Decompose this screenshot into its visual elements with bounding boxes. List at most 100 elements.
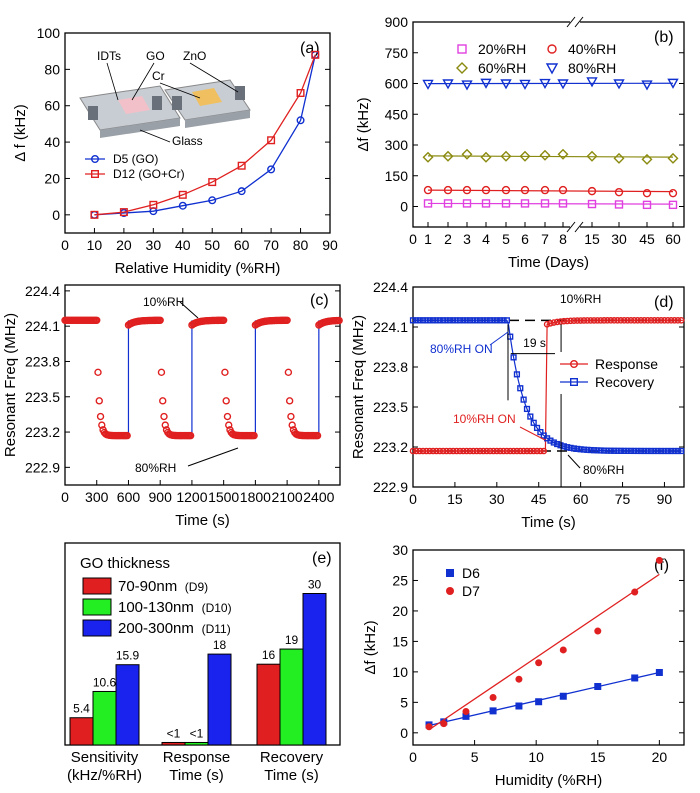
panel-d-recovery-point (490, 317, 497, 324)
panel-e-value-label: <1 (190, 726, 204, 740)
panel-d-response-point (590, 317, 598, 324)
panel-b-data-point-0 (540, 199, 550, 208)
panel-d-response-point (624, 317, 631, 324)
panel-f-legend-marker-0 (446, 569, 454, 577)
panel-c-y-tick-label: 223.5 (25, 389, 60, 405)
panel-d-annotation-10rh-on: 10%RH ON (453, 412, 516, 426)
panel-d-response-point (607, 317, 615, 324)
panel-a-go-film (118, 96, 150, 114)
panel-b-data-point-1 (481, 185, 491, 195)
panel-d-recovery-point (674, 447, 681, 455)
panel-d-recovery-point (554, 440, 561, 448)
panel-e-legend-swatch-2 (82, 619, 112, 637)
panel-b-data-point-1 (443, 185, 453, 195)
panel-a-idt-pad (88, 106, 98, 120)
panel-b-legend-marker-0 (457, 44, 467, 54)
panel-d-response-point (453, 447, 460, 455)
panel-c-data-point (96, 412, 105, 421)
panel-c-data-point (225, 421, 233, 429)
panel-d-response-point (594, 317, 601, 324)
panel-d-response-point (459, 447, 467, 455)
panel-c-data-point (123, 431, 131, 440)
panel-d-recovery-point (450, 317, 457, 324)
panel-b-data-point-2 (613, 152, 625, 164)
panel-d-legend-marker-0 (570, 360, 579, 369)
panel-d-recovery-point (426, 317, 433, 324)
panel-d-response-point (617, 317, 625, 324)
panel-d-x-tick-label: 75 (615, 491, 631, 507)
panel-b-axis-break-gap (570, 17, 580, 27)
panel-a-label-glass: Glass (172, 134, 203, 148)
panel-f-y-tick-label: 25 (392, 572, 408, 588)
panel-d-recovery-point (443, 317, 450, 324)
panel-d-recovery-point (597, 447, 604, 454)
panel-d-response-point (644, 317, 651, 324)
panel-d-response-point (600, 317, 608, 324)
panel-e-value-label: 30 (308, 578, 322, 592)
panel-d-response-point (513, 447, 521, 455)
panel-a-data-point-1 (237, 161, 246, 170)
panel-b-legend-marker-1 (547, 44, 557, 54)
panel-d-response-point (480, 447, 487, 455)
panel-f-data-point-0 (489, 707, 497, 715)
panel-d-response-point (470, 447, 477, 455)
panel-e-bar (207, 653, 232, 746)
panel-c-data-point (287, 412, 295, 421)
panel-d-response-point (483, 447, 491, 455)
panel-b-axis-break (566, 16, 576, 28)
panel-a-y-tick-label: 0 (52, 207, 60, 223)
panel-d-response-point (449, 447, 457, 455)
panel-d-x-tick-label: 15 (447, 491, 463, 507)
panel-d-x-tick-label: 0 (409, 491, 417, 507)
panel-b-x-tick-label: 2 (444, 231, 452, 247)
panel-e-legend-sub-0: (D9) (185, 580, 208, 594)
panel-e-legend-sub-1: (D10) (202, 601, 232, 615)
panel-f-data-point-1 (425, 723, 433, 731)
panel-a-x-tick-label: 30 (146, 237, 162, 253)
panel-e-bar (92, 690, 117, 746)
panel-d-response-point (503, 447, 511, 455)
panel-d-y-tick-label: 224.4 (373, 279, 408, 295)
panel-d-recovery-point (497, 317, 504, 324)
panel-e-legend-label-2: 200-300nm (118, 620, 194, 637)
panel-f-data-point-1 (559, 646, 567, 654)
panel-d-response-point (604, 317, 611, 324)
panel-d-recovery-point (587, 446, 594, 454)
panel-c-x-axis-label: Time (s) (175, 512, 229, 529)
panel-c-data-point (313, 431, 322, 440)
panel-d-recovery-point (527, 413, 534, 420)
panel-b-data-point-2 (586, 150, 598, 162)
panel-f-data-point-1 (462, 707, 470, 715)
panel-d-response-point (647, 317, 655, 324)
panel-c-x-tick-label: 300 (85, 489, 109, 505)
panel-a-x-tick-label: 70 (263, 237, 279, 253)
panel-d-recovery-point (510, 354, 517, 361)
panel-d-legend-label-0: Response (595, 356, 658, 372)
panel-d-legend-marker-1 (570, 378, 579, 387)
panel-d-recovery-point (517, 385, 524, 392)
panel-a-diagram-pointer (106, 62, 119, 101)
panel-b-data-point-0 (481, 199, 491, 208)
panel-f-data-point-1 (594, 627, 602, 635)
panel-b-data-point-0 (501, 199, 511, 208)
panel-c-data-point (222, 397, 230, 405)
panel-b-data-point-2 (641, 153, 653, 165)
panel-f-data-point-0 (559, 692, 567, 700)
panel-b-y-tick-label: 300 (385, 137, 409, 153)
panel-e-bar (69, 717, 94, 746)
panel-e-bar (279, 648, 304, 746)
panel-b-data-point-3 (422, 79, 434, 90)
panel-b-data-point-1 (558, 185, 568, 195)
panel-b-y-tick-label: 900 (385, 14, 409, 30)
panel-c-data-point (223, 412, 232, 421)
panel-e-value-label: 10.6 (93, 675, 117, 689)
panel-d-recovery-point (487, 317, 494, 324)
panel-f-data-point-1 (535, 659, 543, 667)
panel-d-recovery-point (644, 447, 651, 455)
panel-c-data-point (93, 316, 101, 324)
panel-b-x-tick-label: 45 (639, 231, 655, 247)
panel-c-x-tick-label: 2400 (303, 489, 334, 505)
panel-b-data-point-1 (668, 188, 678, 198)
panel-f-data-point-1 (631, 588, 639, 596)
panel-c-data-point (335, 316, 343, 325)
